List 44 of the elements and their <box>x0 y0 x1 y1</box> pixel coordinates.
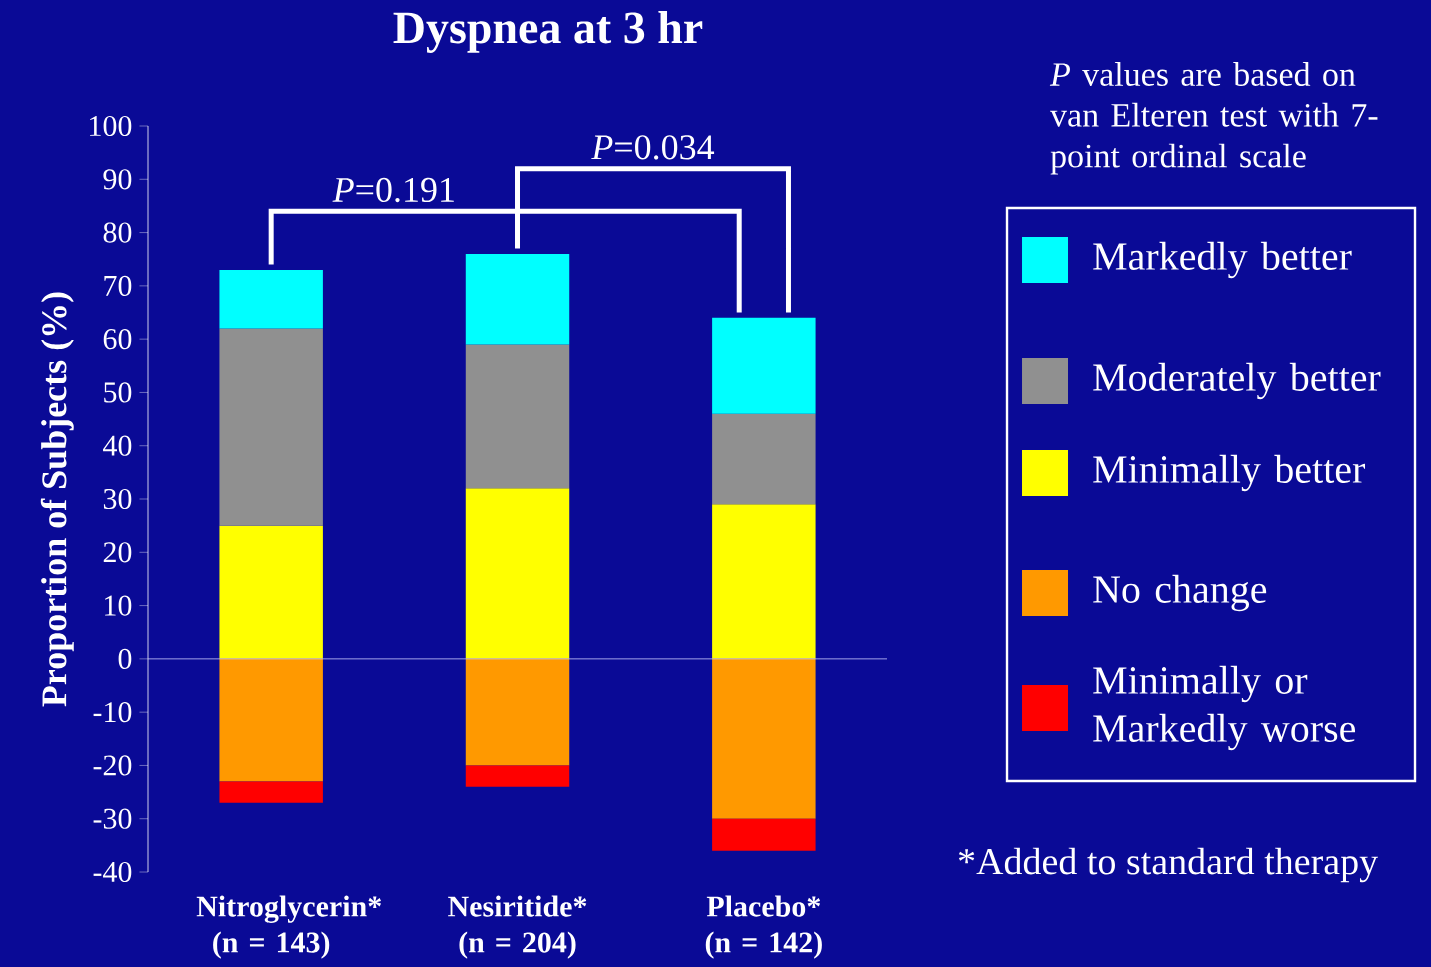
bar <box>219 658 323 782</box>
annotation: P=0.191 <box>332 177 454 203</box>
bar <box>712 317 816 414</box>
y-tick-label: 50 <box>104 382 132 403</box>
y-tick-label: 70 <box>104 275 132 296</box>
legend-label: Minimally better <box>1093 454 1366 492</box>
x-tick-label: Nitroglycerin* (n = 143) <box>196 895 382 959</box>
bar <box>465 765 570 787</box>
bar <box>712 658 816 819</box>
y-axis-title: Proportion of Subjects (%) <box>40 292 74 707</box>
y-tick-label: 100 <box>90 115 132 137</box>
chart-title: Dyspnea at 3 hr <box>393 11 703 53</box>
bar <box>465 253 570 345</box>
legend-label: Moderately better <box>1093 362 1381 400</box>
y-tick-label: 0 <box>118 648 132 669</box>
y-tick-label: -40 <box>93 861 132 883</box>
y-tick-label: 60 <box>103 329 132 350</box>
bar <box>712 413 816 505</box>
x-tick-label: Placebo* (n = 142) <box>705 895 822 959</box>
legend-label: No change <box>1093 574 1267 612</box>
bar <box>712 818 816 851</box>
x-tick-label: Nesiritide* (n = 204) <box>448 895 587 959</box>
y-tick-label: 30 <box>103 488 132 510</box>
y-tick-label: -20 <box>93 755 132 776</box>
bar <box>219 269 323 329</box>
bar <box>465 344 570 489</box>
bar <box>465 488 570 659</box>
legend-label: Minimally or Markedly worse <box>1093 665 1356 751</box>
y-tick-label: 80 <box>103 222 132 243</box>
bar <box>219 525 323 659</box>
y-tick-label: -10 <box>93 702 132 723</box>
text: *Added to standard therapy <box>958 847 1378 883</box>
y-tick-label: 90 <box>103 169 132 190</box>
bar <box>219 781 323 803</box>
bar <box>465 658 570 766</box>
bar <box>712 504 816 659</box>
text: P values are based on van Elteren test with 7-point ordinal scale <box>1049 62 1378 175</box>
legend-label: Markedly better <box>1093 241 1352 279</box>
bar <box>219 328 323 526</box>
y-tick-label: -30 <box>93 808 132 829</box>
y-tick-label: 20 <box>103 542 132 563</box>
y-tick-label: 10 <box>105 595 132 616</box>
annotation: P=0.034 <box>591 135 715 160</box>
y-tick-label: 40 <box>103 435 132 456</box>
